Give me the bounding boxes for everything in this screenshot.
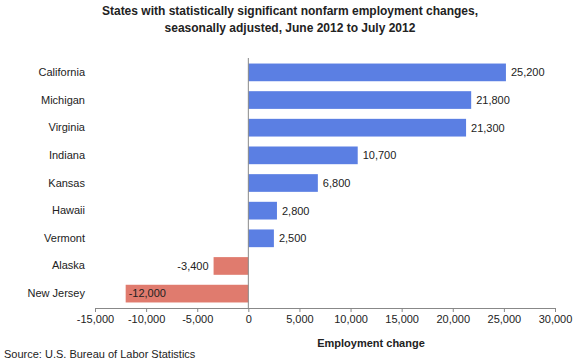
data-label: -12,000 (129, 287, 166, 299)
data-label: 25,200 (511, 66, 545, 78)
tick: Michigan (41, 94, 85, 106)
tick-mark (504, 308, 505, 312)
plot: -15,000 -10,000 -5,000 0 5,000 10,000 15,000 20… (28, 58, 573, 325)
tick-mark (95, 308, 96, 312)
tick: 0 (246, 308, 252, 325)
bars (126, 64, 506, 303)
title: seasonally adjusted, June 2012 to July 2… (165, 21, 416, 35)
data-labels: 25,200 21,800 21,300 10,700 6,800 2,800 2,500 -… (129, 66, 545, 299)
x-axis: -15,000 -10,000 -5,000 0 5,000 10,000 15,000 20… (77, 308, 572, 325)
tick-mark (248, 308, 249, 312)
tick: Alaska (52, 259, 86, 271)
source: Source: U.S. Bureau of Labor Statistics (4, 348, 196, 360)
tick: -15,000 (77, 308, 114, 325)
data-label: 21,800 (476, 94, 510, 106)
bar (126, 285, 249, 303)
category-label: Alaska (52, 259, 86, 271)
category-label: Virginia (49, 121, 86, 133)
tick-mark (351, 308, 352, 312)
tick-label: -5,000 (182, 313, 213, 325)
chart: States with statistically significant no… (0, 0, 580, 363)
x-axis-line (96, 309, 556, 313)
data-label: 21,300 (471, 122, 505, 134)
tick: Kansas (48, 177, 85, 189)
bar (248, 202, 277, 220)
tick: Vermont (44, 232, 85, 244)
tick: 25,000 (488, 308, 522, 325)
bar (248, 174, 318, 192)
tick-mark (402, 308, 403, 312)
category-label: New Jersey (28, 287, 86, 299)
tick-mark (453, 308, 454, 312)
bar (248, 91, 471, 109)
tick-label: 25,000 (488, 313, 522, 325)
tick-mark (146, 308, 147, 312)
bar (248, 229, 274, 247)
title: States with statistically significant no… (102, 4, 478, 18)
tick: -10,000 (128, 308, 165, 325)
category-label: Michigan (41, 94, 85, 106)
tick-label: 10,000 (334, 313, 368, 325)
zero-line (248, 58, 249, 308)
tick-label: 20,000 (436, 313, 470, 325)
category-label: Kansas (48, 177, 85, 189)
tick: 5,000 (286, 308, 314, 325)
bar (248, 64, 506, 82)
tick-label: 15,000 (385, 313, 419, 325)
bar (248, 119, 466, 137)
tick-mark (555, 308, 556, 312)
tick: -5,000 (182, 308, 213, 325)
tick-mark (197, 308, 198, 312)
tick-label: -15,000 (77, 313, 114, 325)
tick-label: -10,000 (128, 313, 165, 325)
category-label: California (39, 66, 86, 78)
tick: 20,000 (436, 308, 470, 325)
tick: Indiana (49, 149, 86, 161)
tick-label: 0 (246, 313, 252, 325)
data-label: 2,800 (282, 205, 310, 217)
data-label: 6,800 (323, 177, 351, 189)
category-label: Indiana (49, 149, 86, 161)
tick: 15,000 (385, 308, 419, 325)
tick-mark (299, 308, 300, 312)
data-label: -3,400 (177, 260, 208, 272)
data-label: 10,700 (363, 149, 397, 161)
tick: 10,000 (334, 308, 368, 325)
tick-label: 30,000 (539, 313, 573, 325)
tick: 30,000 (539, 308, 573, 325)
data-label: 2,500 (279, 232, 307, 244)
bar (214, 257, 249, 275)
y-axis: California Michigan Virginia Indiana Kansas H… (28, 66, 86, 299)
tick: Virginia (49, 121, 86, 133)
tick-label: 5,000 (286, 313, 314, 325)
tick: California (39, 66, 86, 78)
bar (248, 146, 357, 164)
tick: Hawaii (52, 204, 85, 216)
tick: New Jersey (28, 287, 86, 299)
category-label: Vermont (44, 232, 85, 244)
x-axis-title: Employment change (317, 337, 425, 349)
category-label: Hawaii (52, 204, 85, 216)
